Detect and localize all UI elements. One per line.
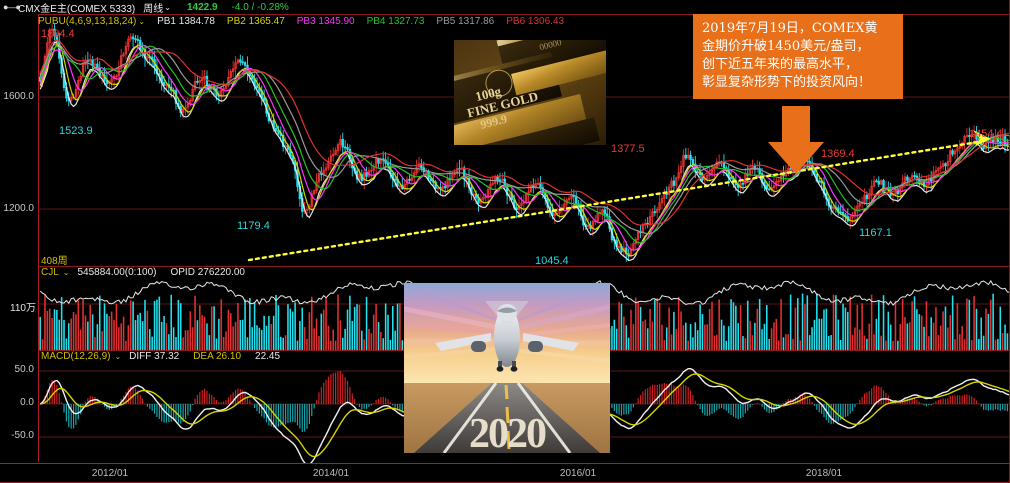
callout-line-2: 金期价升破1450美元/盎司，	[702, 39, 870, 54]
ma-value-pb5: PB5 1317.86	[436, 16, 495, 27]
airplane-2020-photo: 2020	[404, 283, 610, 453]
ma-value-pb4: PB4 1327.73	[366, 16, 425, 27]
callout-line-3: 创下近五年来的最高水平，	[702, 57, 859, 72]
price-tag-1523: 1523.9	[59, 125, 93, 137]
x-axis-tick-2018: 2018/01	[805, 468, 843, 479]
open-interest-value: OPID 276220.00	[170, 267, 245, 278]
macd-legend: MACD(12,26,9) ⌄ DIFF 37.32 DEA 26.10 22.…	[41, 351, 280, 362]
price-axis-tick-1600: 1600.0	[3, 91, 34, 102]
ma-value-pb2: PB2 1365.47	[226, 16, 285, 27]
ma-line-pb2	[39, 43, 1009, 257]
svg-text:2020: 2020	[469, 411, 546, 453]
callout-line-1: 2019年7月19日，COMEX黄	[702, 21, 878, 36]
ma-line-pb6	[39, 39, 1009, 226]
x-axis-tick-2016: 2016/01	[559, 468, 597, 479]
ma-line-pb4	[39, 45, 1009, 244]
price-tag-1804: 1804.4	[41, 28, 75, 40]
symbol-label[interactable]: CMX金E主(COMEX 5333)	[18, 3, 136, 15]
ma-line-pb5	[39, 42, 1009, 235]
ma-indicator-name[interactable]: PUBU(4,6,9,13,18,24)	[38, 16, 137, 27]
x-axis-tick-2014: 2014/01	[312, 468, 350, 479]
callout-line-4: 彰显复杂形势下的投资风向！	[702, 75, 872, 90]
macd-dea-value: DEA 26.10	[193, 351, 242, 362]
price-tag-1377: 1377.5	[611, 143, 645, 155]
macd-axis-tick-neg50: -50.0	[11, 430, 34, 441]
titlebar: ●—● CMX金E主(COMEX 5333) 周线 ⌄ 1422.9 -4.0 …	[0, 0, 1009, 15]
chevron-down-icon[interactable]: ⌄	[62, 268, 70, 277]
volume-legend: CJL ⌄ 545884.00(0:100) OPID 276220.00	[41, 267, 245, 278]
ma-value-pb3: PB3 1345.90	[296, 16, 355, 27]
last-price: 1422.9	[186, 1, 218, 13]
svg-text:100g: 100g	[474, 83, 503, 104]
price-chart-svg	[39, 23, 1009, 262]
gold-bars-photo: 100g FINE GOLD 999.9 00000 FINE	[454, 40, 606, 145]
macd-diff-value: DIFF 37.32	[129, 351, 180, 362]
chevron-down-icon[interactable]: ⌄	[114, 352, 122, 361]
price-change: -4.0 / -0.28%	[231, 1, 289, 13]
volume-value: 545884.00(0:100)	[77, 267, 157, 278]
chevron-down-icon[interactable]: ⌄	[138, 17, 146, 26]
bars-count-label: 408周	[41, 256, 68, 267]
ma-value-pb6: PB6 1306.43	[506, 16, 565, 27]
price-tag-1045: 1045.4	[535, 255, 569, 267]
ma-indicator-legend: PUBU(4,6,9,13,18,24) ⌄ PB1 1384.78 PB2 1…	[38, 15, 576, 28]
period-selector[interactable]: 周线	[143, 3, 164, 15]
x-axis-tick-2012: 2012/01	[91, 468, 129, 479]
chevron-down-icon[interactable]: ⌄	[164, 2, 171, 12]
volume-pane[interactable]	[38, 266, 1009, 351]
ma-value-pb1: PB1 1384.78	[157, 16, 215, 27]
macd-axis-tick-50: 50.0	[14, 364, 34, 375]
macd-axis-tick-0: 0.0	[20, 397, 34, 408]
moving-average-lines	[39, 39, 1009, 262]
macd-indicator-name[interactable]: MACD(12,26,9)	[41, 351, 111, 362]
link-icon[interactable]: ●—●	[3, 2, 21, 12]
price-axis-tick-1200: 1200.0	[3, 203, 34, 214]
x-axis: 2012/01 2014/01 2016/01 2018/01	[0, 463, 1009, 482]
macd-value: 22.45	[255, 351, 281, 362]
price-tag-1179: 1179.4	[237, 220, 270, 232]
price-tag-1454: 1454.4	[969, 128, 1003, 140]
volume-indicator-name[interactable]: CJL	[41, 267, 59, 278]
trendline-arrow-icon	[973, 130, 991, 146]
uptrend-line	[247, 139, 986, 262]
price-tag-1167: 1167.1	[859, 227, 892, 239]
annotation-callout: 2019年7月19日，COMEX黄 金期价升破1450美元/盎司， 创下近五年来…	[693, 14, 903, 99]
volume-axis-tick: 110万	[10, 303, 36, 314]
down-arrow-icon	[768, 106, 824, 174]
svg-text:999.9: 999.9	[479, 112, 509, 132]
price-tag-1369: 1369.4	[821, 148, 855, 160]
ma-line-pb1	[39, 41, 1009, 262]
